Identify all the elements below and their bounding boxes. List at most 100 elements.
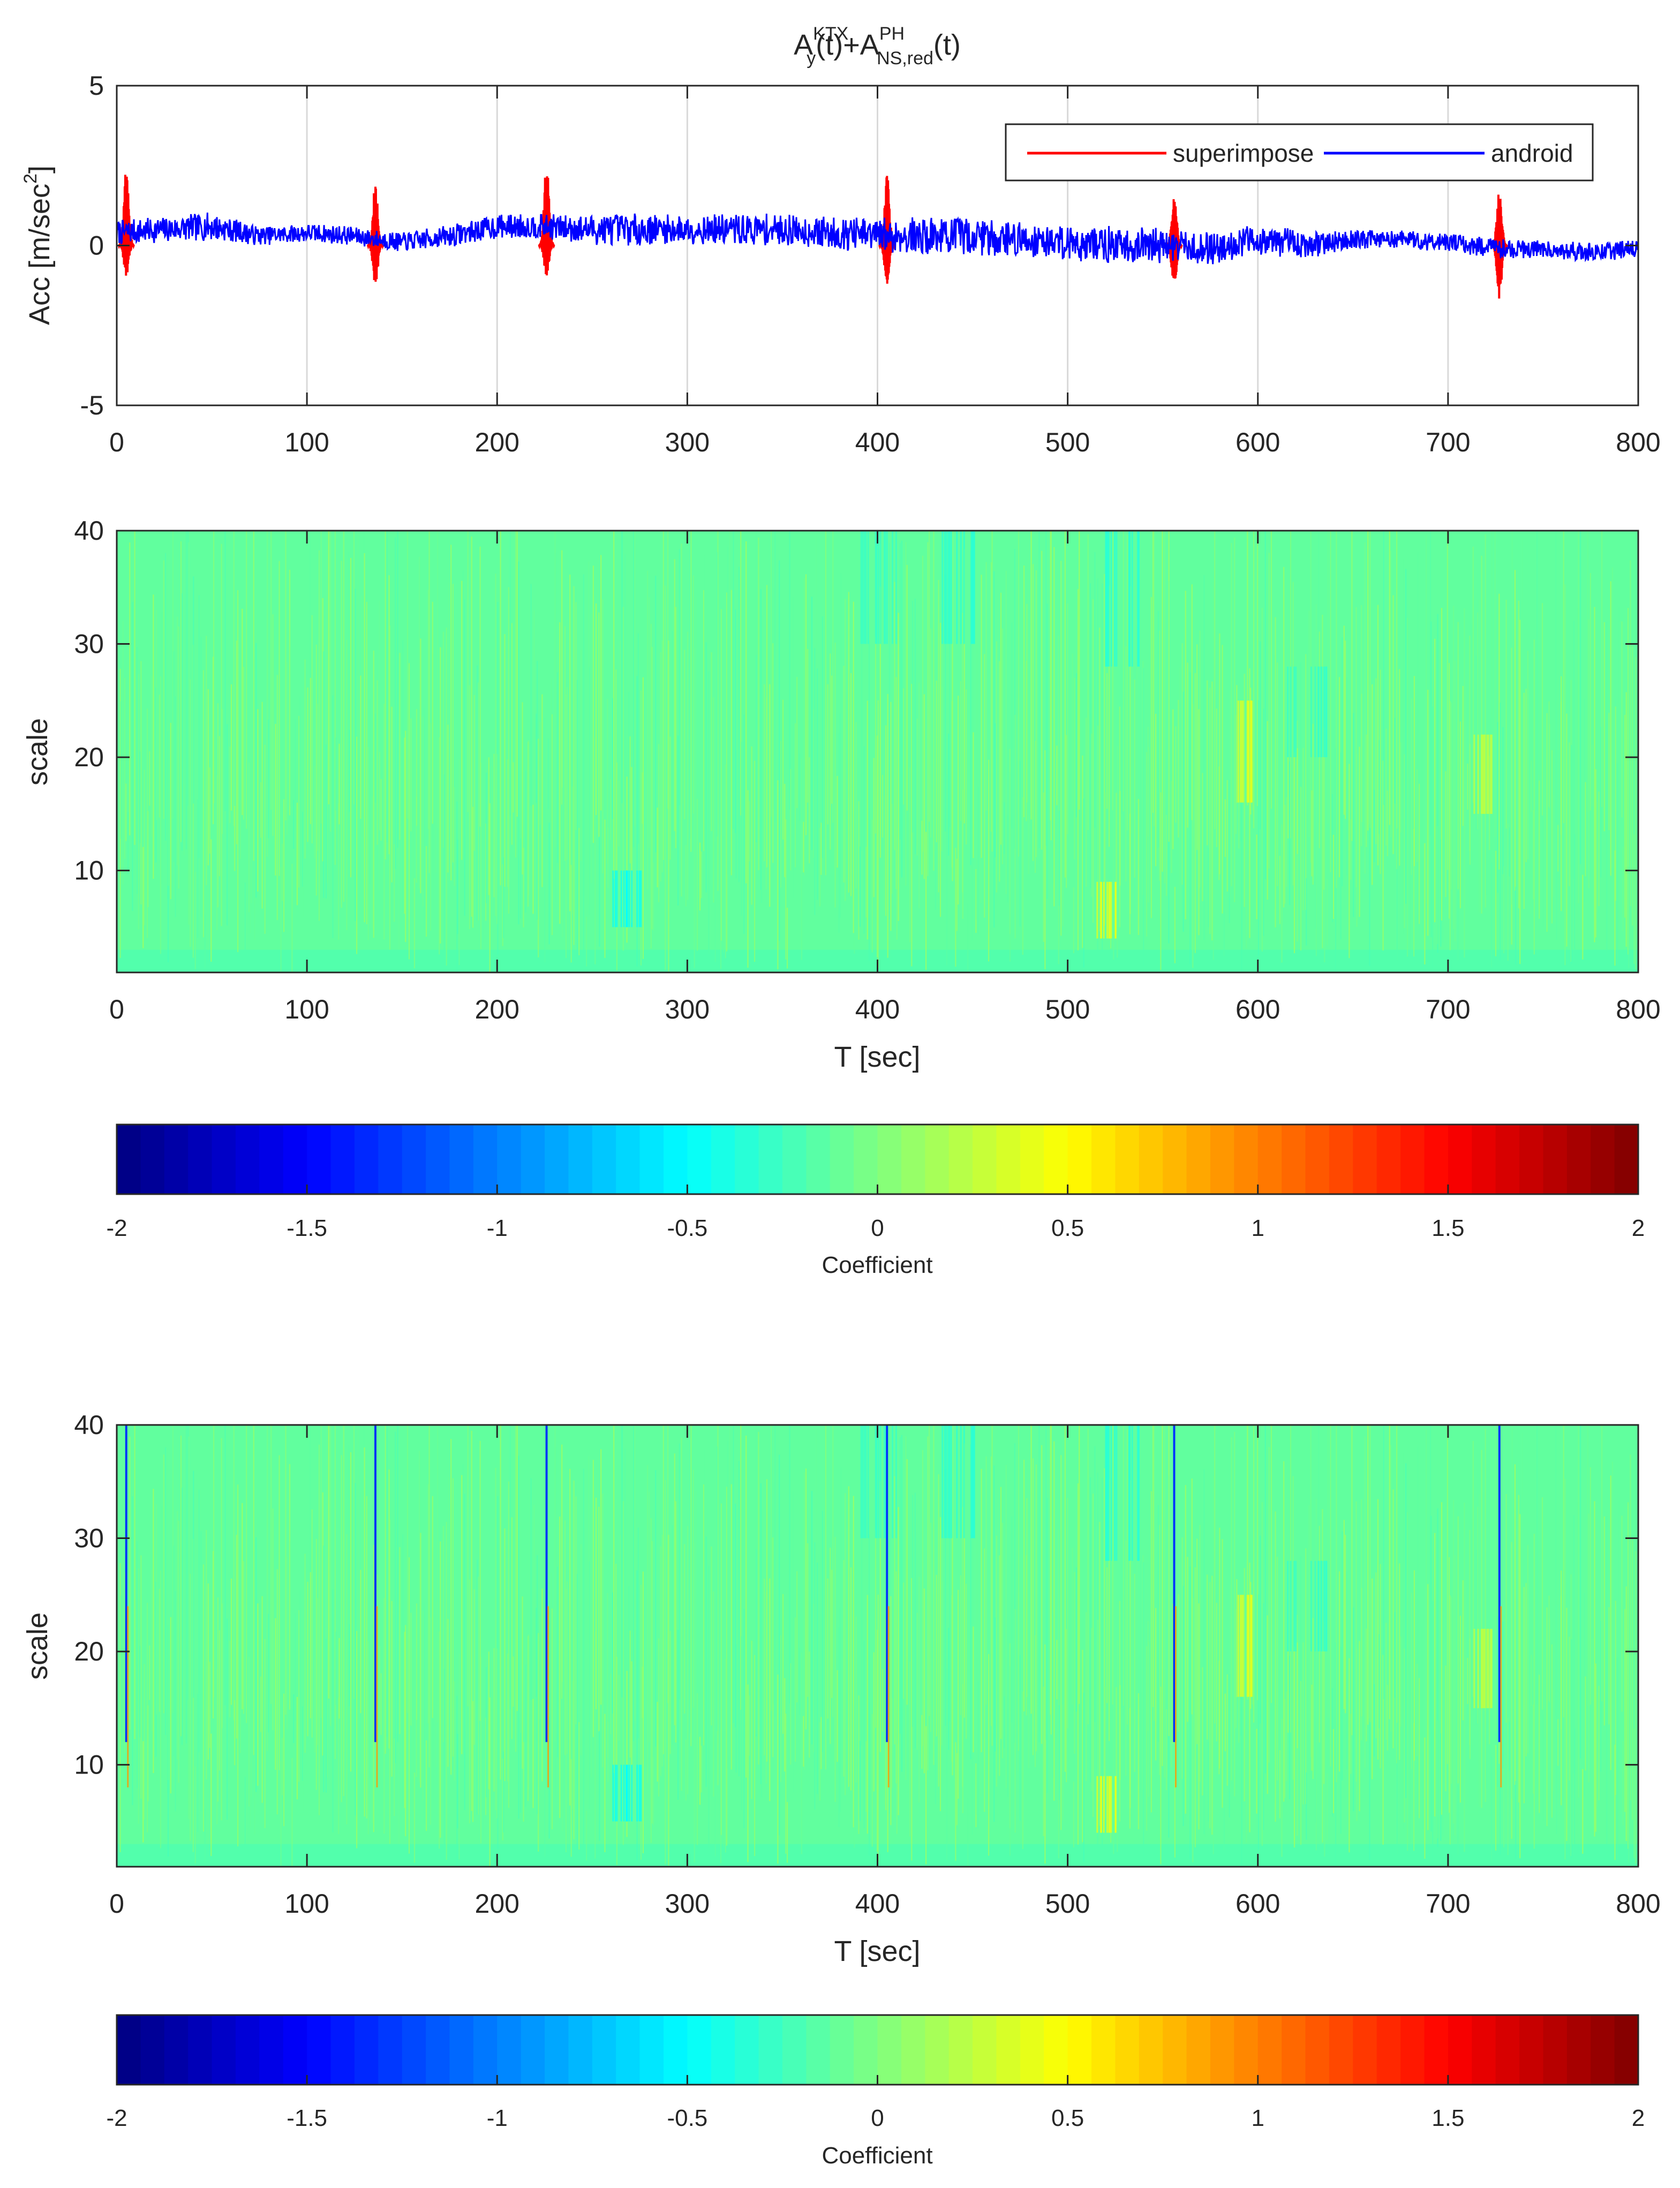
striation	[194, 872, 196, 969]
striation	[1404, 1648, 1405, 1823]
striation	[1518, 1495, 1519, 1803]
striation	[283, 1693, 285, 1827]
striation	[1578, 531, 1579, 903]
colorbar-band	[1566, 1125, 1592, 1194]
colorbar-band	[1139, 1125, 1163, 1194]
striation	[1453, 1500, 1455, 1824]
striation	[522, 702, 523, 874]
colorbar-band	[497, 2015, 522, 2085]
striation	[1229, 780, 1230, 923]
striation	[1247, 1425, 1248, 1700]
striation	[556, 672, 559, 863]
colorbar-band	[711, 1125, 735, 1194]
striation	[548, 1717, 550, 1839]
colorbar-band	[1091, 2015, 1116, 2085]
striation	[1041, 550, 1043, 850]
striation	[385, 531, 386, 860]
striation	[1171, 781, 1172, 873]
x-tick-label: 100	[284, 994, 329, 1024]
striation	[1253, 531, 1255, 828]
striation	[1198, 1603, 1200, 1830]
striation	[865, 1741, 867, 1812]
striation	[1315, 604, 1317, 956]
colorbar-band	[283, 1125, 307, 1194]
striation	[1216, 1603, 1217, 1741]
striation	[541, 1588, 543, 1782]
striation	[159, 1589, 160, 1712]
striation	[636, 1570, 638, 1861]
striation	[248, 1657, 250, 1807]
striation	[962, 1507, 963, 1787]
colorbar-band	[1020, 1125, 1045, 1194]
striation	[848, 1486, 849, 1787]
striation	[1001, 628, 1003, 864]
striation	[1157, 610, 1159, 848]
striation	[178, 627, 179, 889]
striation	[1413, 676, 1415, 866]
striation	[328, 1425, 329, 1699]
striation	[1385, 1623, 1387, 1740]
striation	[704, 555, 705, 877]
striation	[1064, 1425, 1066, 1772]
striation	[473, 1589, 475, 1745]
x-tick-label: 0	[109, 1889, 124, 1919]
striation	[134, 531, 135, 845]
striation	[1364, 542, 1366, 874]
colorbar-tick-label: -1.5	[287, 1215, 327, 1241]
striation	[551, 1572, 552, 1716]
striation	[1486, 1629, 1488, 1789]
striation	[427, 1484, 429, 1724]
striation	[667, 531, 669, 809]
striation	[938, 1474, 939, 1787]
striation	[221, 544, 222, 926]
striation	[1099, 628, 1101, 932]
striation	[406, 531, 409, 819]
legend[interactable]: superimpose android	[1005, 123, 1594, 182]
striation	[138, 1568, 139, 1824]
striation	[1389, 1425, 1390, 1719]
striation	[1289, 761, 1291, 905]
dark-patch-4	[1114, 1425, 1116, 1561]
dark-patch-4	[1105, 531, 1107, 667]
striation	[122, 1515, 124, 1779]
striation	[375, 713, 376, 803]
colorbar-band	[330, 2015, 355, 2085]
striation	[1270, 1425, 1272, 1703]
striation	[1222, 1539, 1223, 1808]
striation	[877, 1594, 879, 1862]
striation	[927, 1436, 929, 1771]
striation	[846, 798, 848, 878]
striation	[933, 1425, 935, 1765]
striation	[1351, 1425, 1353, 1736]
striation	[703, 1484, 705, 1746]
striation	[349, 729, 350, 812]
striation	[1274, 1549, 1275, 1804]
striation	[1058, 1705, 1060, 1800]
striation	[1162, 1425, 1163, 1766]
striation	[727, 546, 728, 875]
striation	[877, 1629, 878, 1852]
striation	[895, 677, 897, 889]
striation	[1563, 1425, 1564, 1718]
striation	[1168, 531, 1170, 842]
striation	[571, 1680, 573, 1809]
striation	[1286, 797, 1287, 887]
striation	[1035, 1635, 1036, 1767]
striation	[645, 1712, 647, 1805]
striation	[918, 682, 920, 909]
striation	[777, 780, 779, 970]
y-tick-label: 30	[74, 1523, 104, 1553]
dark-patch-2	[895, 1425, 897, 1538]
striation	[1045, 1425, 1047, 1740]
bright-patch-3	[1487, 734, 1489, 814]
striation	[817, 1563, 818, 1794]
striation	[132, 1615, 133, 1721]
striation	[793, 597, 794, 898]
striation	[386, 1425, 388, 1737]
striation	[1223, 810, 1225, 956]
striation	[1585, 782, 1586, 877]
striation	[1231, 543, 1232, 886]
striation	[1009, 772, 1011, 962]
striation	[270, 1425, 272, 1704]
striation	[1561, 676, 1562, 911]
